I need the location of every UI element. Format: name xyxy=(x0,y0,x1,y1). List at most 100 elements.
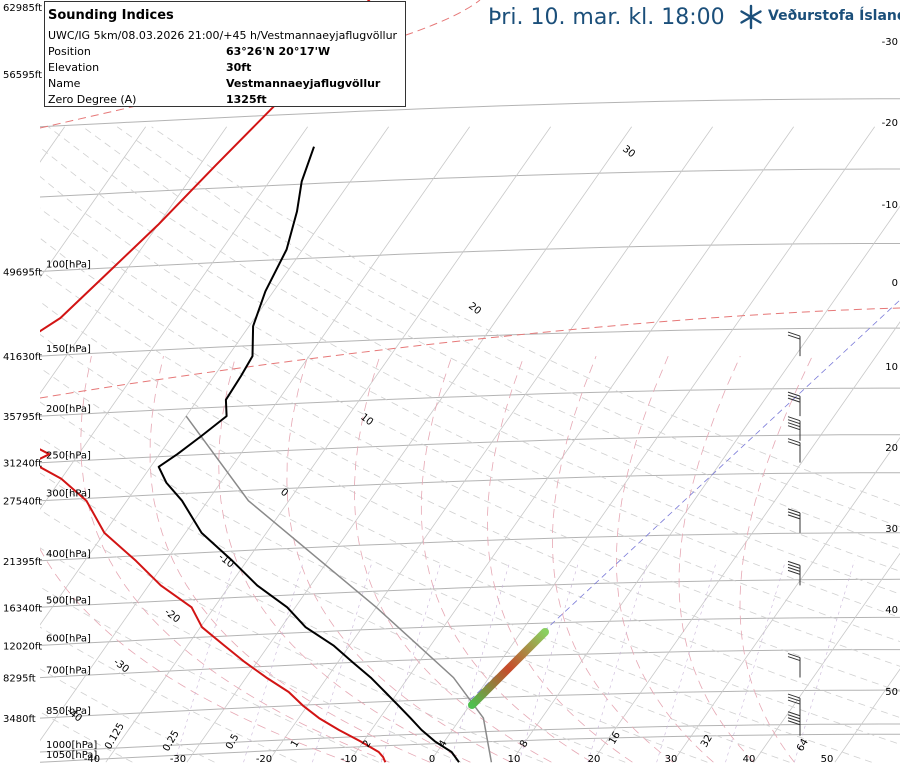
isotherm-line xyxy=(348,126,794,763)
isotherm-label: 20 xyxy=(466,301,483,318)
wind-barb xyxy=(787,438,801,463)
mixing-ratio-line xyxy=(587,560,649,763)
mixing-ratio-line xyxy=(656,560,717,763)
snowflake-icon xyxy=(740,4,762,30)
bottom-axis-tick: -30 xyxy=(170,754,186,765)
right-axis-tick: 50 xyxy=(885,687,898,698)
right-axis-tick: 20 xyxy=(885,443,898,454)
altitude-label: 49695ft xyxy=(3,267,42,278)
moist-adiabat xyxy=(149,356,431,763)
pressure-label: 1000[hPa] xyxy=(46,740,97,751)
isotherm-line xyxy=(591,321,900,763)
pressure-label: 250[hPa] xyxy=(46,451,91,462)
wind-barb xyxy=(787,711,801,736)
info-subtitle: UWC/IG 5km/08.03.2026 21:00/+45 h/Vestma… xyxy=(48,29,398,42)
wind-barb xyxy=(787,391,801,417)
isotherm-label: -20 xyxy=(162,607,182,626)
info-value: 63°26'N 20°17'W xyxy=(226,45,331,58)
bottom-axis-tick: -40 xyxy=(84,754,100,765)
wind-barb xyxy=(787,653,801,678)
info-label: Elevation xyxy=(48,61,100,74)
isotherm-line xyxy=(753,552,900,763)
wind-barb xyxy=(787,508,801,533)
pressure-label: 150[hPa] xyxy=(46,344,91,355)
bottom-axis-tick: 0 xyxy=(429,754,435,765)
wind-barb xyxy=(787,416,801,441)
dry-adiabat xyxy=(40,146,900,595)
dry-adiabat xyxy=(116,126,900,528)
info-label: Name xyxy=(48,77,81,90)
wind-barb xyxy=(787,560,801,586)
info-row-name: Name Vestmannaeyjaflugvöllur xyxy=(48,77,404,91)
sounding-indices-panel: Sounding Indices UWC/IG 5km/08.03.2026 2… xyxy=(44,1,406,107)
isotherm-line xyxy=(40,126,389,626)
pressure-line xyxy=(40,327,900,357)
mixing-ratio-label: 4 xyxy=(437,738,450,749)
moist-adiabat xyxy=(486,355,633,763)
isotherm-line xyxy=(672,437,900,763)
moist-adiabat xyxy=(678,355,755,763)
isotherm-line xyxy=(429,126,875,763)
stability-line xyxy=(40,307,900,399)
vedurstofa-logo: Veðurstofa Íslands xyxy=(738,4,900,30)
dry-adiabat xyxy=(40,436,708,763)
wind-barb xyxy=(787,693,801,719)
isotherm-line xyxy=(40,126,470,742)
pressure-line xyxy=(40,733,900,763)
isotherm-line xyxy=(40,126,146,279)
moist-adiabat xyxy=(354,355,552,763)
mixing-ratio-line xyxy=(518,560,580,763)
dry-adiabat xyxy=(40,301,900,719)
altitude-label: 12020ft xyxy=(3,641,42,652)
altitude-label: 3480ft xyxy=(3,714,36,725)
isotherm-line xyxy=(510,205,900,763)
dry-adiabat xyxy=(40,175,900,618)
pressure-label: 700[hPa] xyxy=(46,666,91,677)
mixing-ratio-label: 16 xyxy=(607,730,623,747)
forecast-time-title: Þri. 10. mar. kl. 18:00 xyxy=(488,5,725,30)
mixing-ratio-line xyxy=(449,560,511,763)
mixing-ratio-line xyxy=(380,560,442,763)
pressure-label: 600[hPa] xyxy=(46,633,91,644)
lcl-line xyxy=(469,299,900,701)
pressure-line xyxy=(40,578,900,608)
wind-barb xyxy=(787,331,801,357)
pressure-line xyxy=(40,723,900,753)
dry-adiabat xyxy=(40,333,900,745)
isotherm-line xyxy=(267,126,713,763)
dewpoint-line xyxy=(40,0,387,763)
mixing-ratio-label: 0.125 xyxy=(103,721,127,751)
pressure-line xyxy=(40,616,900,646)
pressure-line xyxy=(40,243,900,272)
pressure-line xyxy=(40,649,900,679)
bottom-axis-tick: 20 xyxy=(588,754,601,765)
mixing-ratio-line xyxy=(794,560,855,763)
parcel-curve xyxy=(185,415,493,763)
moist-adiabat xyxy=(218,356,471,763)
pressure-line xyxy=(40,472,900,502)
isotherm-label: 0 xyxy=(278,487,290,500)
right-axis-tick: 10 xyxy=(885,362,898,373)
isotherm-line xyxy=(40,126,308,510)
dry-adiabat xyxy=(40,626,297,763)
pressure-label: 1050[hPa] xyxy=(46,750,97,761)
right-axis-tick: 0 xyxy=(892,278,898,289)
altitude-label: 35795ft xyxy=(3,412,42,423)
right-axis-tick: -30 xyxy=(882,37,898,48)
mixing-ratio-label: 2 xyxy=(361,738,374,749)
info-label: Zero Degree (A) xyxy=(48,93,137,106)
pressure-line xyxy=(40,434,900,464)
altitude-label: 16340ft xyxy=(3,603,42,614)
dry-adiabat xyxy=(40,711,133,763)
pressure-line xyxy=(40,168,900,198)
moist-adiabat xyxy=(739,355,813,763)
mixing-ratio-line xyxy=(312,560,373,763)
mixing-ratio-label: 0.25 xyxy=(161,729,182,754)
mixing-ratio-label: 64 xyxy=(795,737,811,754)
info-value: 1325ft xyxy=(226,93,267,106)
isotherm-line xyxy=(105,126,551,763)
dry-adiabat xyxy=(40,237,900,667)
mixing-ratio-line xyxy=(243,560,304,763)
altitude-label: 56595ft xyxy=(3,70,42,81)
right-axis-tick: -10 xyxy=(882,200,898,211)
